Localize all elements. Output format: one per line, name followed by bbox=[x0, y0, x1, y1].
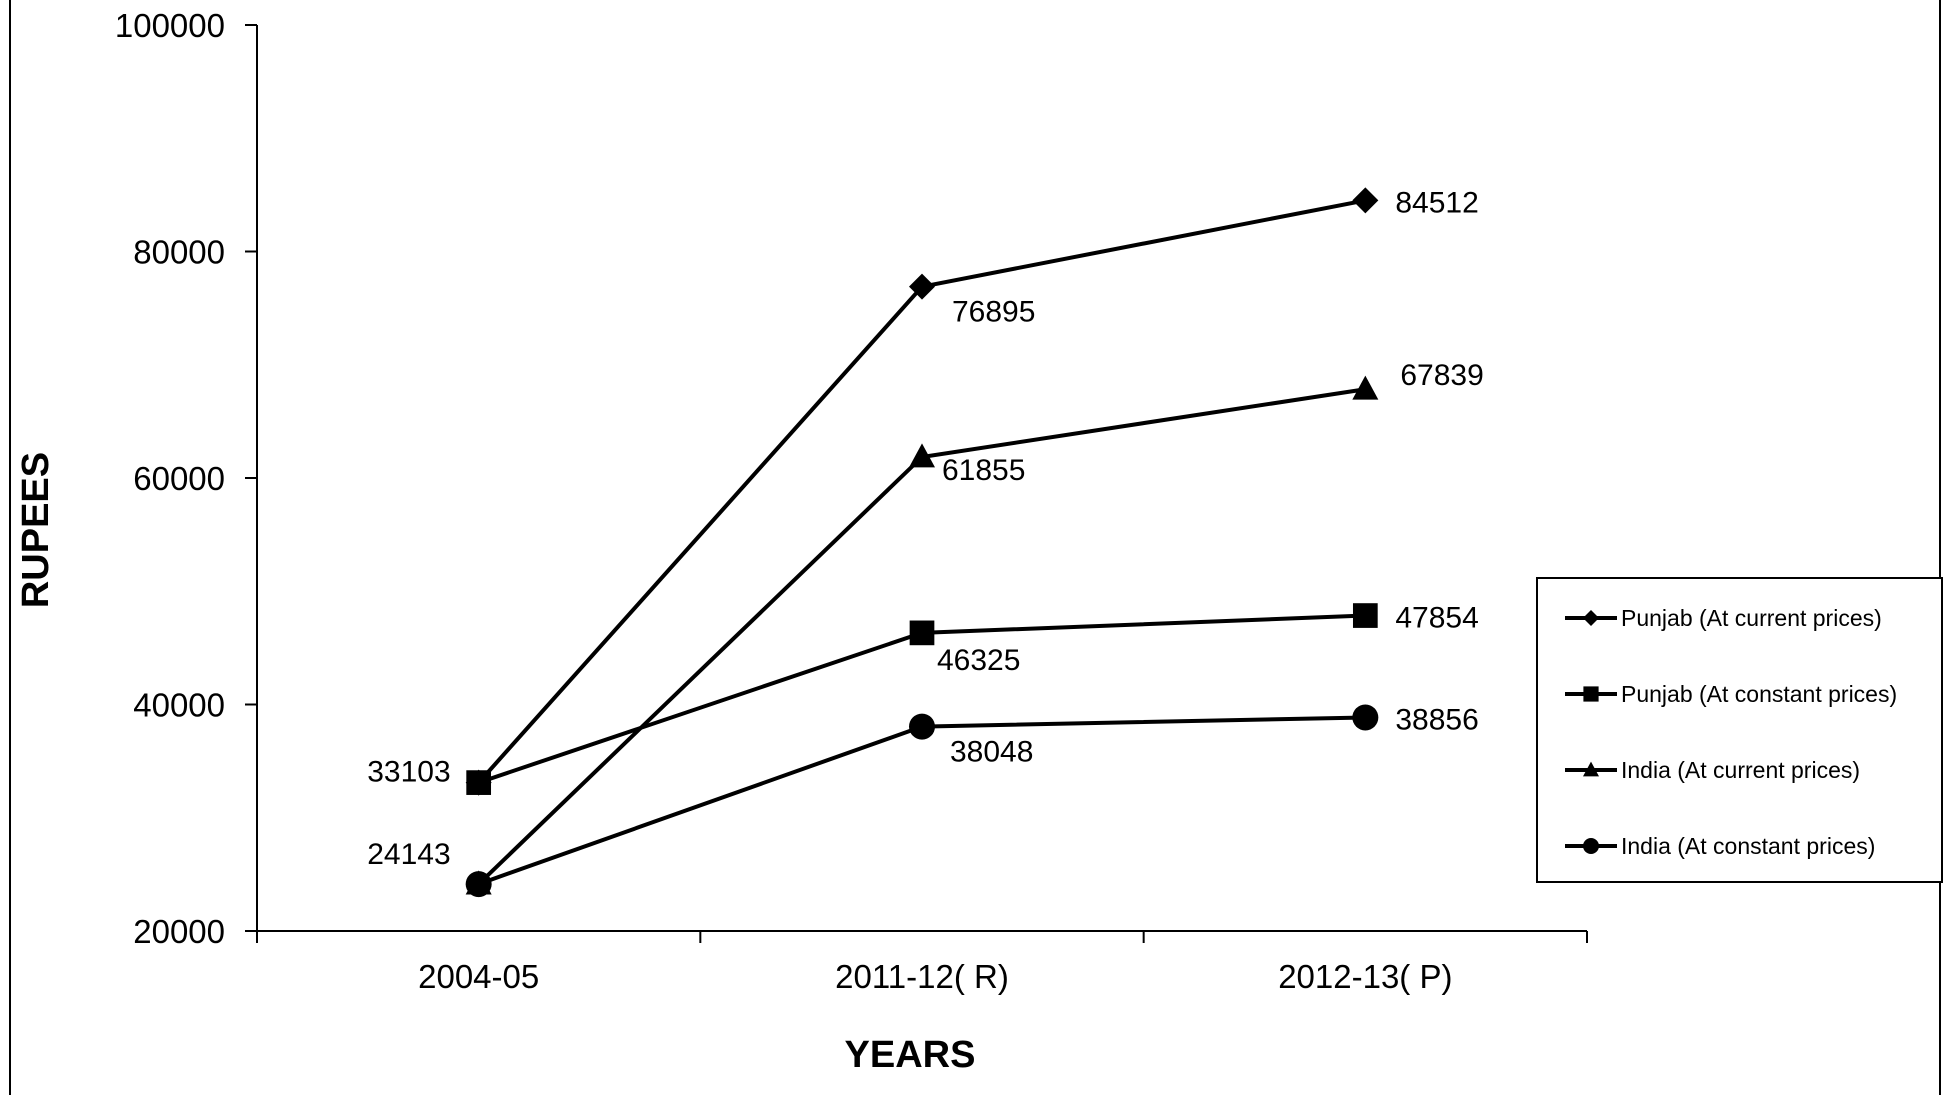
series-layer bbox=[465, 187, 1379, 898]
data-label: 33103 bbox=[367, 756, 450, 789]
series-0 bbox=[465, 187, 1379, 796]
series-3 bbox=[465, 704, 1379, 898]
y-tick-label: 60000 bbox=[133, 460, 225, 497]
data-point-circle bbox=[1352, 704, 1379, 731]
data-label: 46325 bbox=[937, 644, 1020, 677]
legend: Punjab (At current prices) Punjab (At con… bbox=[1536, 577, 1943, 883]
data-label: 76895 bbox=[952, 296, 1035, 329]
legend-entry: Punjab (At constant prices) bbox=[1565, 681, 1897, 707]
data-label: 38856 bbox=[1395, 703, 1478, 736]
data-point-diamond bbox=[909, 273, 935, 300]
legend-marker-triangle bbox=[1583, 761, 1599, 777]
legend-label: India (At current prices) bbox=[1621, 757, 1860, 783]
x-axis-title: YEARS bbox=[845, 1034, 976, 1076]
data-label: 38048 bbox=[950, 736, 1033, 769]
legend-box bbox=[1536, 577, 1943, 883]
x-tick-label: 2011-12( R) bbox=[835, 958, 1009, 995]
legend-label: India (At constant prices) bbox=[1621, 833, 1875, 859]
legend-marker-square bbox=[1583, 686, 1599, 702]
data-label: 67839 bbox=[1400, 359, 1483, 392]
data-point-triangle bbox=[909, 443, 935, 468]
data-labels: 76895 84512 33103 46325 47854 61855 67839 24143… bbox=[367, 186, 1484, 871]
data-label: 24143 bbox=[367, 838, 450, 871]
legend-marker-diamond bbox=[1583, 610, 1599, 626]
x-tick-label: 2012-13( P) bbox=[1278, 958, 1452, 995]
data-label: 61855 bbox=[942, 454, 1025, 487]
legend-label: Punjab (At constant prices) bbox=[1621, 681, 1897, 707]
data-point-diamond bbox=[1352, 187, 1379, 214]
y-tick-label: 100000 bbox=[115, 7, 225, 44]
data-point-triangle bbox=[1352, 375, 1379, 400]
series-line bbox=[477, 715, 1366, 886]
legend-marker-circle bbox=[1583, 838, 1599, 854]
y-tick-label: 20000 bbox=[133, 913, 225, 950]
data-point-square bbox=[909, 620, 935, 646]
legend-entry: India (At current prices) bbox=[1565, 757, 1860, 783]
legend-entry: India (At constant prices) bbox=[1565, 833, 1875, 859]
y-tick-label: 40000 bbox=[133, 687, 225, 724]
data-point-circle bbox=[465, 871, 492, 898]
data-point-square bbox=[1352, 603, 1378, 628]
legend-entry: Punjab (At current prices) bbox=[1565, 605, 1882, 631]
axes bbox=[256, 25, 1587, 932]
y-axis-title: RUPEES bbox=[15, 452, 57, 608]
data-label: 84512 bbox=[1395, 186, 1478, 219]
data-point-square bbox=[466, 770, 492, 795]
x-axis-ticks: 2004-05 2011-12( R) 2012-13( P) bbox=[256, 931, 1588, 995]
legend-label: Punjab (At current prices) bbox=[1621, 605, 1882, 631]
y-tick-label: 80000 bbox=[133, 234, 225, 271]
x-tick-label: 2004-05 bbox=[418, 958, 539, 995]
data-label: 47854 bbox=[1395, 602, 1478, 635]
y-axis-ticks: 20000 40000 60000 80000 100000 bbox=[115, 7, 257, 950]
data-point-circle bbox=[909, 713, 935, 740]
series-1 bbox=[466, 603, 1378, 795]
